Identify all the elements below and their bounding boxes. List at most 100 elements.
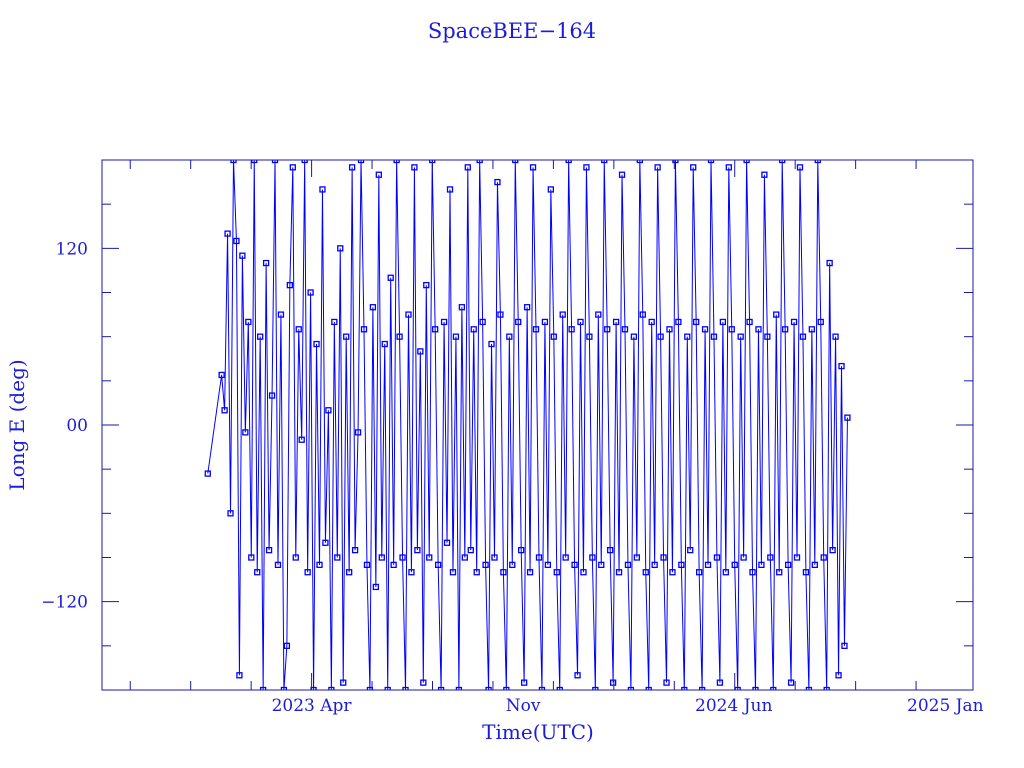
data-point: [348, 164, 356, 171]
data-point: [482, 561, 489, 569]
data-point: [746, 318, 753, 326]
data-point: [808, 326, 816, 333]
data-point: [615, 569, 623, 576]
data-point: [485, 686, 492, 690]
data-point: [547, 186, 554, 193]
data-point: [556, 686, 563, 690]
x-axis-label: Time(UTC): [482, 720, 594, 744]
data-point: [313, 340, 320, 348]
data-point: [814, 160, 821, 164]
data-point: [698, 686, 706, 690]
data-point: [467, 546, 474, 554]
data-point: [523, 304, 531, 311]
axes: 120 00 −120 2023 Apr Nov 2024 Jun 2025 Jan: [41, 159, 984, 716]
data-point: [779, 160, 786, 164]
data-point: [684, 333, 691, 340]
data-point: [826, 259, 833, 267]
data-point: [414, 546, 421, 554]
data-point: [283, 642, 291, 649]
data-point: [761, 171, 768, 178]
data-point: [322, 539, 329, 546]
data-point: [787, 679, 795, 686]
data-point: [592, 686, 599, 690]
data-point: [580, 569, 587, 576]
data-point: [473, 569, 480, 576]
data-point: [609, 679, 617, 686]
data-point: [719, 318, 727, 326]
data-point: [601, 160, 608, 164]
data-point: [832, 333, 839, 340]
data-point: [286, 281, 293, 289]
data-point: [265, 546, 273, 554]
data-point: [764, 333, 771, 340]
data-point: [749, 569, 756, 576]
data-point: [728, 326, 735, 333]
data-point: [479, 318, 486, 326]
data-point: [618, 171, 626, 178]
data-point: [521, 679, 528, 686]
data-point: [387, 274, 394, 281]
data-point: [642, 569, 649, 576]
data-point: [257, 333, 264, 340]
data-point: [310, 686, 317, 690]
data-point: [494, 178, 501, 186]
data-point: [396, 333, 403, 340]
data-point: [384, 686, 391, 690]
data-point: [568, 326, 575, 333]
data-point: [254, 569, 261, 576]
data-point: [239, 252, 246, 259]
data-point: [607, 546, 614, 554]
data-point: [497, 311, 504, 318]
data-point: [432, 326, 439, 333]
data-point: [423, 281, 430, 289]
data-point: [648, 318, 655, 326]
data-point: [224, 230, 231, 237]
data-point: [461, 554, 468, 561]
data-point: [586, 333, 593, 340]
data-point: [820, 554, 827, 561]
data-point: [227, 510, 234, 517]
data-point: [817, 318, 824, 326]
data-point: [565, 160, 572, 164]
data-point: [470, 326, 477, 333]
data-point: [340, 679, 347, 686]
data-point: [743, 160, 750, 164]
data-point: [639, 311, 646, 318]
data-point: [369, 304, 377, 311]
data-point: [491, 554, 498, 561]
data-point: [577, 318, 584, 326]
data-point: [337, 245, 344, 252]
data-point: [378, 554, 385, 561]
data-point: [298, 436, 305, 443]
data-point: [343, 333, 350, 340]
data-point: [559, 311, 566, 318]
data-point: [402, 686, 409, 690]
data-point: [612, 318, 620, 326]
data-point: [325, 407, 332, 414]
data-point: [366, 686, 374, 690]
y-tick-label: −120: [41, 593, 88, 613]
y-axis-label: Long E (deg): [5, 359, 29, 490]
data-point: [242, 429, 249, 436]
data-point: [277, 311, 285, 318]
data-point: [408, 569, 415, 576]
data-point: [354, 429, 362, 436]
data-point: [704, 561, 712, 569]
data-point: [399, 554, 406, 561]
data-point: [331, 318, 338, 326]
data-point: [381, 340, 388, 348]
x-tick-label: Nov: [506, 696, 541, 716]
data-point: [784, 561, 792, 569]
data-point: [802, 569, 810, 576]
data-point: [767, 554, 774, 561]
data-point: [695, 569, 703, 576]
series-line: [207, 160, 848, 690]
data-point: [687, 546, 694, 554]
data-point: [666, 326, 673, 333]
data-point: [657, 333, 664, 340]
data-point: [633, 554, 641, 561]
data-point: [503, 686, 510, 690]
data-point: [307, 289, 314, 296]
data-point: [271, 160, 279, 164]
